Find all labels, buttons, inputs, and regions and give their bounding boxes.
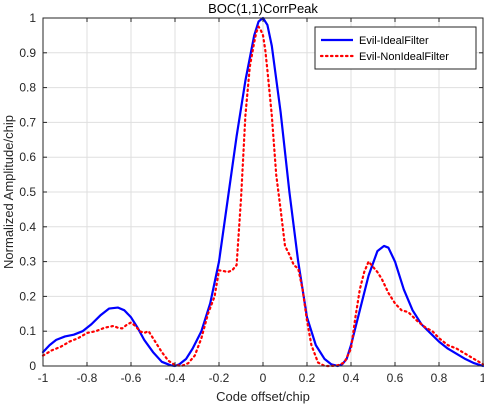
x-tick-label: -0.4 [165,371,186,385]
x-tick-label: 0.8 [431,371,448,385]
y-tick-label: 0.9 [19,46,36,60]
x-tick-label: -0.8 [77,371,98,385]
y-tick-label: 0.5 [19,185,36,199]
y-tick-label: 1 [29,11,36,25]
x-tick-label: 1 [480,371,484,385]
x-tick-label: -1 [38,371,49,385]
y-tick-label: 0.3 [19,255,36,269]
x-tick-label: 0.6 [387,371,404,385]
y-tick-label: 0.8 [19,81,36,95]
legend-label: Evil-NonIdealFilter [359,51,449,63]
legend-box [314,26,477,70]
x-tick-label: 0.2 [299,371,316,385]
axis-ticks: -1 -0.8 -0.6 -0.4 -0.2 0 0.2 0.4 0.6 0.8 1 0 0.1 0.2 0… [19,11,484,385]
y-axis-title: Normalized Amplitude/chip [1,115,16,269]
y-tick-label: 0.1 [19,324,36,338]
x-tick-label: 0.4 [343,371,360,385]
legend: Evil-IdealFilter Evil-NonIdealFilter [314,26,477,70]
y-tick-label: 0.2 [19,289,36,303]
series-line-evil-nonideal-filter [41,25,484,368]
x-tick-label: -0.2 [209,371,230,385]
y-tick-label: 0.6 [19,150,36,164]
y-tick-label: 0.4 [19,220,36,234]
x-axis-title: Code offset/chip [216,389,310,404]
y-tick-label: 0.7 [19,115,36,129]
x-tick-label: 0 [260,371,267,385]
legend-label: Evil-IdealFilter [359,35,429,47]
chart-title: BOC(1,1)CorrPeak [208,1,318,16]
x-tick-label: -0.6 [121,371,142,385]
y-tick-label: 0 [29,359,36,373]
